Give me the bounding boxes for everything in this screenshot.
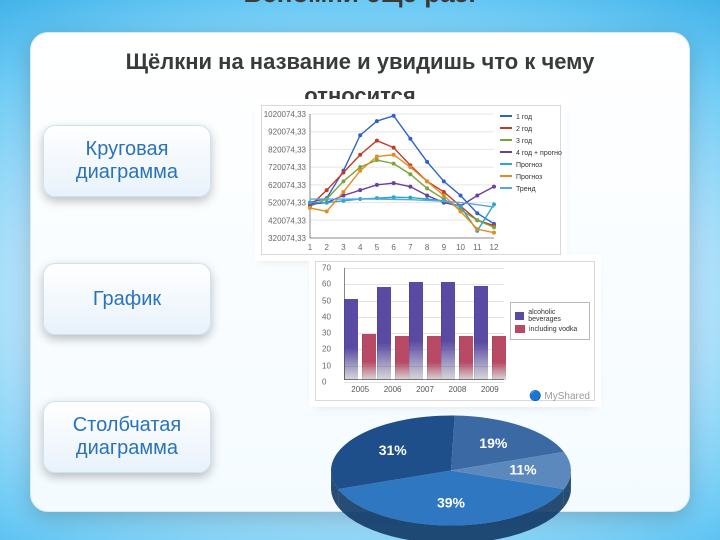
svg-text:4: 4 — [358, 243, 363, 252]
svg-text:11: 11 — [473, 243, 482, 252]
svg-text:11%: 11% — [509, 462, 537, 478]
bar-column — [492, 336, 506, 380]
svg-text:5: 5 — [375, 243, 380, 252]
button-line-label: График — [93, 288, 161, 311]
svg-text:12: 12 — [490, 243, 499, 252]
bar-column — [441, 282, 455, 380]
bar-watermark: 🔵 MyShared — [529, 391, 590, 402]
bar-column — [459, 336, 473, 380]
svg-text:2 год: 2 год — [516, 126, 532, 133]
button-bar[interactable]: Столбчатая диаграмма — [43, 401, 211, 473]
svg-text:6: 6 — [391, 243, 396, 252]
svg-text:Тренд: Тренд — [516, 186, 536, 193]
svg-text:820074,33: 820074,33 — [268, 145, 306, 154]
svg-text:520074,33: 520074,33 — [268, 199, 306, 208]
bar-column — [344, 299, 358, 380]
line-chart-thumb: 320074,33 420074,33 520074,33 620074,33 7200… — [261, 105, 561, 255]
svg-text:420074,33: 420074,33 — [268, 216, 306, 225]
button-line[interactable]: График — [43, 263, 211, 335]
svg-text:1: 1 — [308, 243, 313, 252]
svg-text:320074,33: 320074,33 — [268, 234, 306, 243]
svg-text:720074,33: 720074,33 — [268, 163, 306, 172]
svg-text:9: 9 — [442, 243, 447, 252]
title-main: Вспомни ещё раз! — [0, 0, 720, 9]
svg-text:620074,33: 620074,33 — [268, 181, 306, 190]
svg-text:31%: 31% — [379, 442, 408, 458]
svg-text:10: 10 — [456, 243, 465, 252]
svg-text:Прогноз: Прогноз — [516, 174, 542, 181]
bar-column — [409, 282, 423, 380]
pie-chart-thumb: 39% 31% 19%11% — [301, 413, 601, 540]
svg-text:7: 7 — [408, 243, 413, 252]
bar-chart-thumb: 01020304050607020052006200720082009alcoh… — [315, 261, 595, 401]
svg-text:3 год: 3 год — [516, 138, 532, 145]
button-pie-label: Круговая диаграмма — [44, 138, 210, 184]
bar-legend: alcoholic beveragesincluding vodka — [510, 302, 590, 340]
svg-text:2: 2 — [325, 243, 330, 252]
svg-text:Прогноз: Прогноз — [516, 162, 542, 169]
title-sub-line1: Щёлкни на название и увидишь что к чему — [31, 49, 689, 75]
svg-text:3: 3 — [341, 243, 346, 252]
svg-text:4 год + прогноз: 4 год + прогноз — [516, 150, 562, 157]
bar-column — [427, 336, 441, 380]
bar-column — [377, 287, 391, 380]
svg-text:1 год: 1 год — [516, 114, 532, 121]
svg-text:920074,33: 920074,33 — [268, 128, 306, 137]
svg-text:1020074,33: 1020074,33 — [264, 110, 307, 119]
slide-stage: Вспомни ещё раз! Щёлкни на название и ув… — [0, 0, 720, 540]
content-card: Щёлкни на название и увидишь что к чему … — [30, 32, 690, 512]
bar-column — [395, 336, 409, 380]
svg-text:39%: 39% — [437, 495, 466, 511]
bar-column — [474, 286, 488, 380]
button-bar-label: Столбчатая диаграмма — [44, 414, 210, 460]
button-pie[interactable]: Круговая диаграмма — [43, 125, 211, 197]
bar-column — [362, 334, 376, 380]
svg-text:19%: 19% — [479, 435, 508, 451]
svg-text:8: 8 — [425, 243, 430, 252]
